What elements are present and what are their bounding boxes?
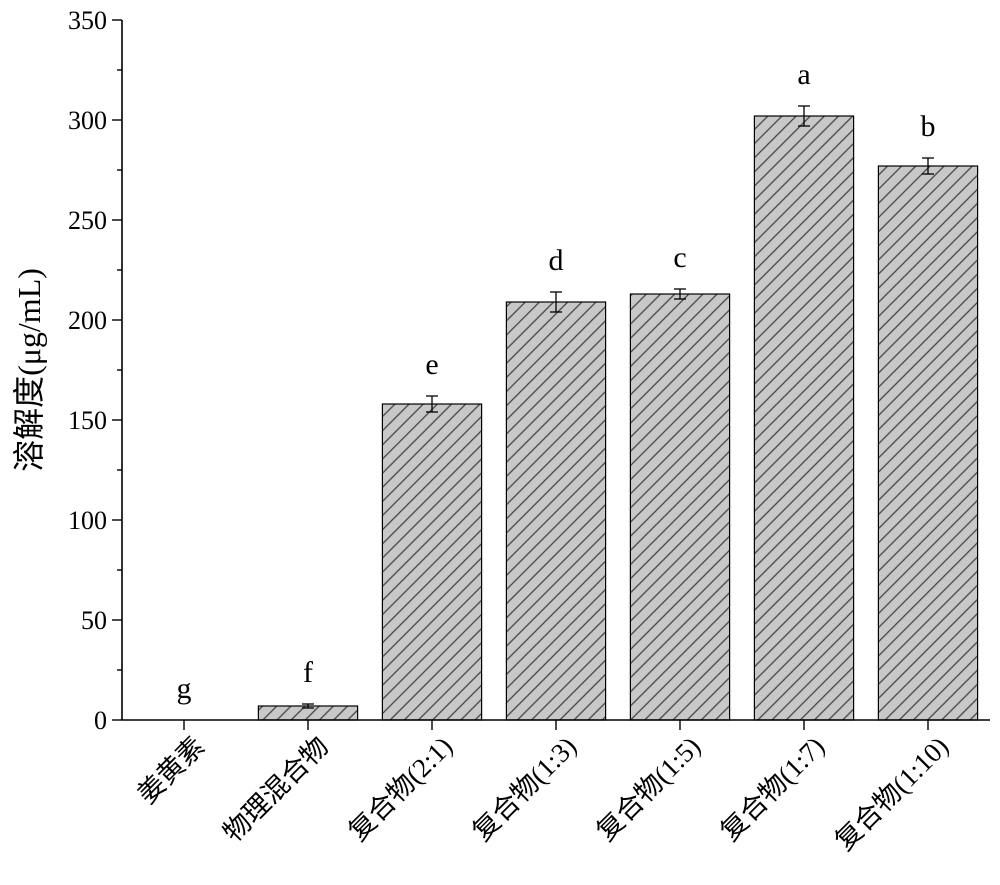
significance-letter: e	[425, 348, 438, 381]
bar	[506, 302, 605, 720]
y-tick-label: 200	[68, 306, 107, 335]
significance-letter: a	[797, 58, 810, 91]
y-tick-label: 250	[68, 206, 107, 235]
y-tick-label: 100	[68, 506, 107, 535]
x-tick-label: 复合物(1:3)	[467, 731, 583, 847]
significance-letter: g	[177, 672, 192, 705]
y-tick-label: 150	[68, 406, 107, 435]
x-tick-label: 姜黄素	[132, 731, 210, 809]
x-axis: 姜黄素物理混合物复合物(2:1)复合物(1:3)复合物(1:5)复合物(1:7)…	[122, 720, 990, 856]
y-tick-label: 0	[94, 706, 107, 735]
significance-letter: b	[921, 110, 936, 143]
bar	[754, 116, 853, 720]
y-axis-title: 溶解度(μg/mL)	[11, 268, 47, 472]
significance-letter: d	[549, 244, 564, 277]
y-tick-label: 300	[68, 106, 107, 135]
x-tick-label: 复合物(2:1)	[343, 731, 459, 847]
y-tick-label: 50	[81, 606, 107, 635]
bar	[878, 166, 977, 720]
bars	[258, 116, 977, 720]
y-axis: 0 50 100 150 200 250 300 350	[68, 6, 122, 735]
x-tick-label: 复合物(1:10)	[829, 731, 954, 856]
significance-letter: f	[303, 656, 313, 689]
bar	[630, 294, 729, 720]
x-tick-label: 物理混合物	[218, 731, 335, 848]
y-tick-label: 350	[68, 6, 107, 35]
x-tick-label: 复合物(1:7)	[715, 731, 831, 847]
bar	[382, 404, 481, 720]
x-tick-label: 复合物(1:5)	[591, 731, 707, 847]
significance-letter: c	[673, 241, 686, 274]
